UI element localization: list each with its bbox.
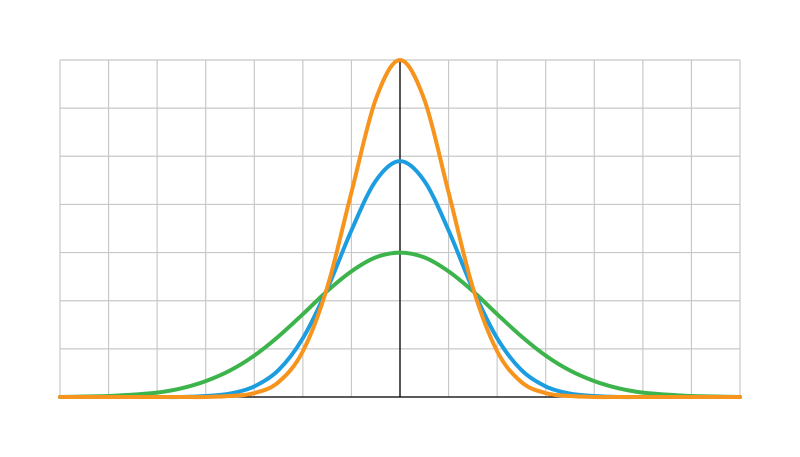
curve [58,250,742,399]
curve [58,58,742,400]
